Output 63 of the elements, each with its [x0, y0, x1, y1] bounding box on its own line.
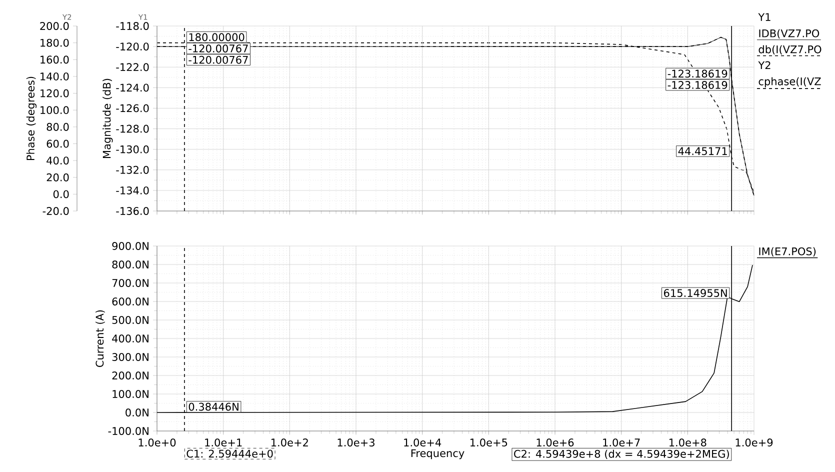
y-tick-label: 600.0N — [112, 298, 148, 306]
data-label: 0.38446N — [188, 402, 238, 411]
y2-tick-label: -20.0 — [42, 207, 69, 215]
data-label: 180.00000 — [189, 33, 244, 42]
y-tick-label: 900.0N — [112, 242, 148, 250]
y-tick-label: -136.0 — [116, 207, 149, 215]
x-tick-label: 1.0e+3 — [338, 438, 374, 446]
y2-tick-label: 40.0 — [46, 156, 69, 165]
data-label: -123.18619 — [668, 81, 728, 89]
x-tick-label: 1.0e+9 — [736, 438, 773, 446]
text: Y1 — [758, 13, 770, 21]
y-tick-label: 500.0N — [112, 316, 148, 324]
annotation: C2: 4.59439e+8 (dx = 4.59439e+2MEG) — [514, 450, 729, 460]
data-label: -123.18619 — [668, 70, 728, 78]
y2-axis-title: Phase (degrees) — [26, 76, 37, 160]
y-tick-label: -124.0 — [116, 84, 149, 92]
y2-tick-label: 180.0 — [40, 38, 69, 47]
x-axis-title: Frequency — [411, 449, 464, 460]
x-tick-label: 1.0e+8 — [669, 438, 706, 446]
y2-tick-label: 160.0 — [40, 56, 69, 64]
data-label: 44.45171 — [678, 147, 727, 156]
y-tick-label: 0.0N — [126, 408, 148, 416]
y-tick-label: -122.0 — [116, 63, 149, 72]
y2-tick-label: 100.0 — [40, 106, 69, 114]
text: Y2 — [758, 61, 770, 69]
y-tick-label: -118.0 — [116, 22, 149, 30]
data-label: -120.00767 — [188, 56, 248, 64]
y-tick-label: -100.0N — [108, 427, 148, 435]
y2-tick-label: 0.0 — [53, 190, 69, 198]
y-axis-title: Current (A) — [96, 310, 105, 367]
series-label: IM(E7.POS) — [759, 247, 816, 257]
data-label: -120.00767 — [188, 44, 248, 52]
y-tick-label: -130.0 — [116, 145, 149, 154]
text: IDB(VZ7.PO — [759, 29, 820, 39]
x-tick-label: 1.0e+2 — [271, 438, 308, 446]
y-tick-label: 700.0N — [112, 279, 148, 287]
x-tick-label: 1.0e+5 — [470, 438, 508, 446]
y-tick-label: -132.0 — [116, 166, 149, 174]
y2-tick-label: 120.0 — [40, 89, 69, 98]
y-tick-label: -128.0 — [116, 124, 149, 133]
x-tick-label: 1.0e+6 — [536, 438, 574, 446]
y-tick-label: -134.0 — [116, 186, 149, 194]
x-tick-label: 1.0e+1 — [205, 438, 242, 446]
x-tick-label: 1.0e+4 — [404, 438, 442, 446]
text: db(I(VZ7.PO — [758, 45, 822, 55]
y2-tick-label: 20.0 — [46, 173, 69, 182]
data-label: 615.14955N — [664, 289, 727, 297]
x-tick-label: 1.0e+7 — [603, 438, 640, 446]
y-tick-label: 200.0N — [112, 372, 148, 380]
text: cphase(I(VZ — [758, 77, 821, 88]
annotation: C1: 2.59444e+0 — [186, 450, 273, 458]
y-tick-label: -120.0 — [116, 42, 149, 51]
y-tick-label: 300.0N — [112, 353, 148, 361]
y-tick-label: -126.0 — [116, 104, 149, 112]
y-tick-label: 800.0N — [112, 260, 148, 268]
y2-tick-label: 200.0 — [40, 22, 69, 30]
y-tick-label: 100.0N — [112, 390, 148, 398]
x-tick-label: 1.0e+0 — [138, 438, 176, 446]
y2-tick-label: 140.0 — [40, 72, 69, 80]
y-tick-label: 400.0N — [112, 334, 148, 342]
y2-tick-label: 60.0 — [46, 140, 69, 148]
y-axis-title: Magnitude (dB) — [102, 78, 113, 158]
y2-tick-label: 80.0 — [46, 122, 69, 131]
